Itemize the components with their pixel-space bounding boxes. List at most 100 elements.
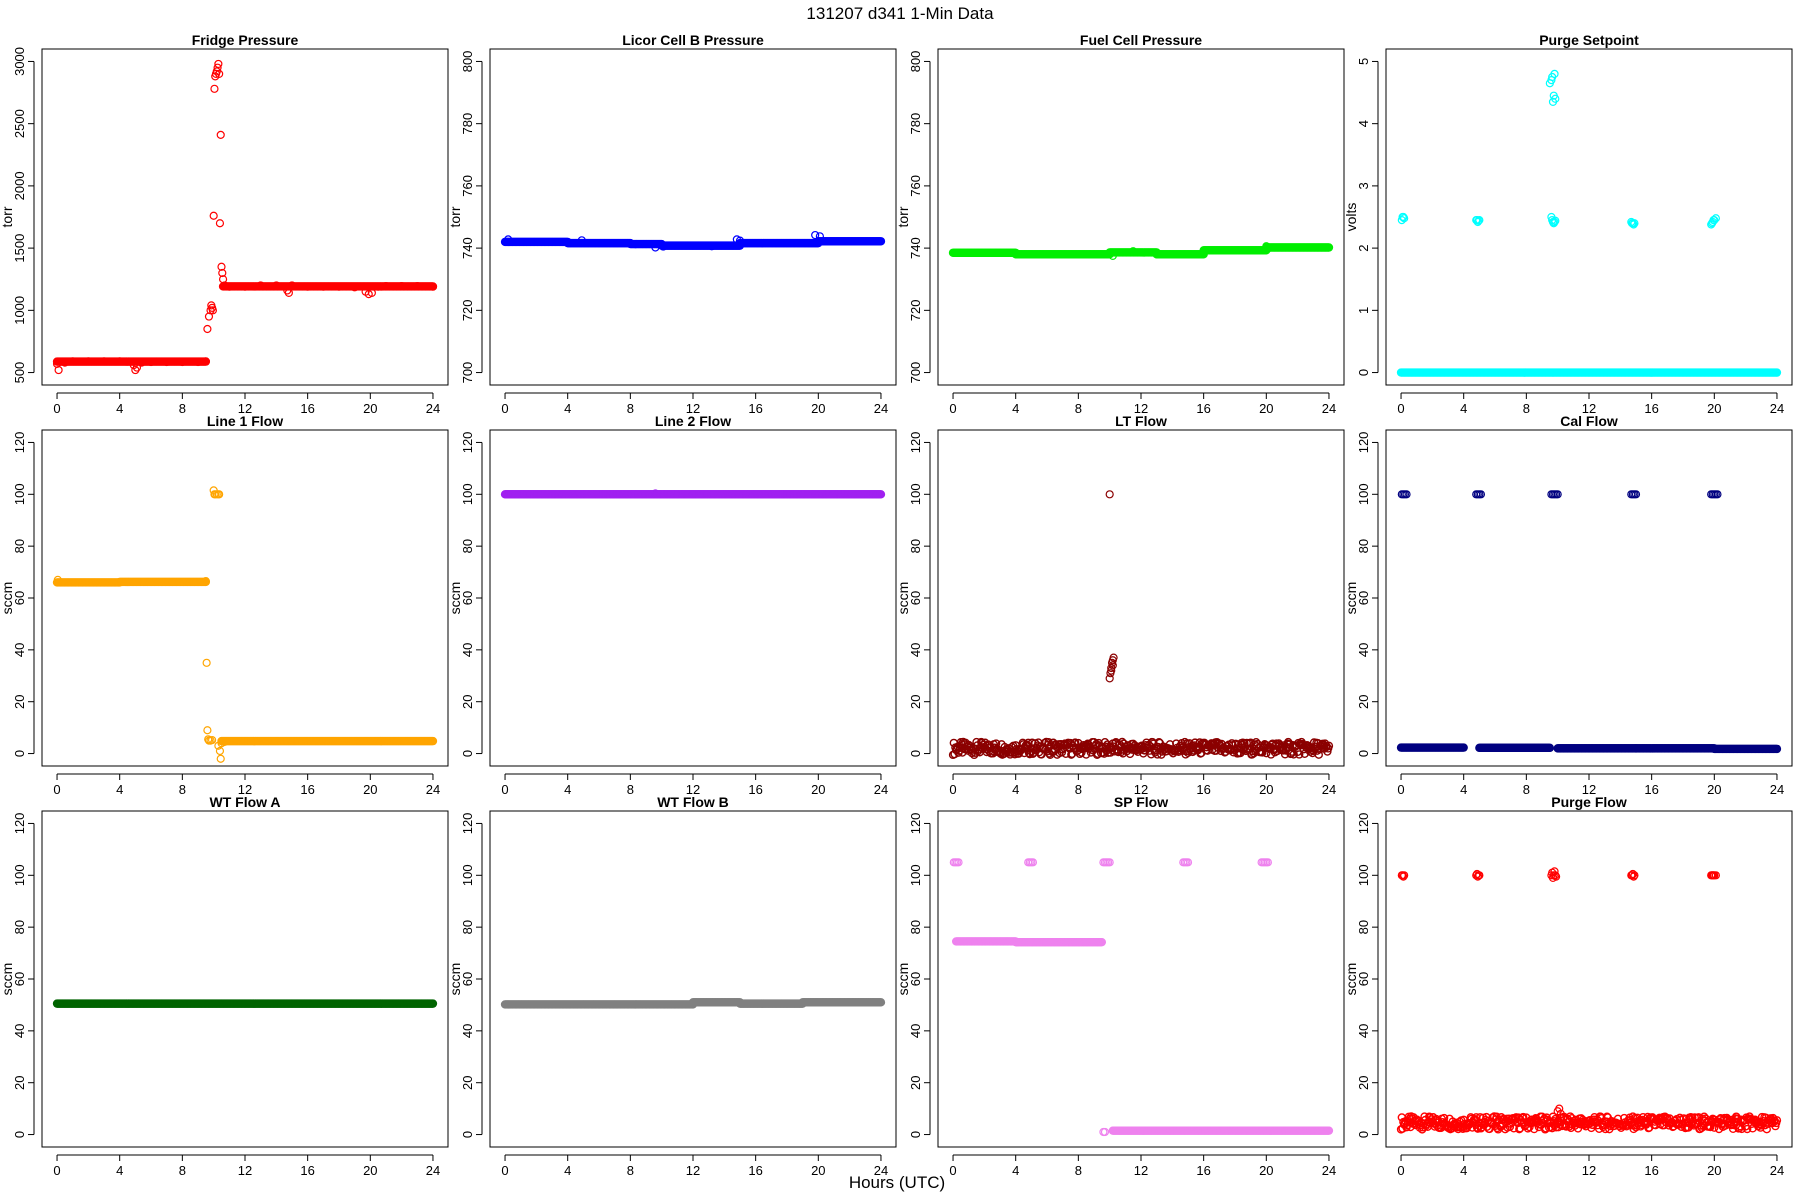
- data-point: [1324, 741, 1334, 751]
- y-axis-label: sccm: [0, 963, 15, 996]
- x-tick-label: 0: [949, 782, 956, 797]
- x-tick-label: 16: [1196, 782, 1210, 797]
- y-tick-label: 60: [12, 591, 27, 605]
- chart-title: Fuel Cell Pressure: [1080, 32, 1202, 48]
- y-tick-label: 3000: [12, 47, 27, 76]
- data-point: [1551, 216, 1560, 225]
- data-point: [137, 358, 146, 367]
- x-tick-label: 0: [53, 1163, 60, 1178]
- plot-frame: [489, 48, 897, 386]
- y-tick-label: 720: [908, 299, 923, 321]
- data-point: [303, 282, 312, 291]
- y-tick-label: 80: [908, 539, 923, 553]
- data-point: [334, 282, 344, 291]
- x-tick-label: 4: [564, 782, 571, 797]
- x-tick-label: 8: [1523, 401, 1530, 416]
- data-point: [735, 236, 745, 245]
- data-layer: [500, 230, 886, 252]
- x-tick-label: 4: [116, 1163, 123, 1178]
- data-point: [1710, 216, 1719, 225]
- data-point: [1105, 674, 1114, 683]
- data-point: [367, 288, 376, 298]
- data-point: [217, 262, 226, 271]
- x-tick-label: 20: [363, 401, 377, 416]
- data-point: [220, 737, 229, 746]
- y-tick-label: 120: [1356, 432, 1371, 454]
- y-tick-label: 100: [12, 483, 27, 505]
- data-point: [428, 736, 438, 746]
- data-point: [651, 243, 660, 252]
- plot-frame: [489, 810, 897, 1148]
- y-tick-label: 500: [12, 362, 27, 384]
- y-tick-label: 3: [1356, 182, 1371, 189]
- y-tick-label: 2: [1356, 244, 1371, 251]
- figure-title: 131207 d341 1-Min Data: [806, 4, 994, 23]
- y-tick-label: 780: [908, 113, 923, 135]
- x-tick-label: 16: [300, 401, 314, 416]
- x-tick-label: 20: [811, 401, 825, 416]
- y-tick-label: 100: [12, 864, 27, 886]
- data-point: [1550, 217, 1559, 227]
- data-point: [1105, 490, 1114, 499]
- data-point: [381, 281, 391, 291]
- x-tick-label: 4: [1460, 401, 1467, 416]
- y-tick-label: 60: [12, 972, 27, 986]
- data-point: [1109, 653, 1118, 662]
- data-point: [413, 281, 422, 291]
- data-point: [1630, 219, 1639, 228]
- y-axis-label: torr: [447, 206, 463, 227]
- x-tick-label: 0: [501, 1163, 508, 1178]
- data-point: [428, 282, 438, 291]
- y-tick-label: 80: [12, 539, 27, 553]
- data-point: [876, 490, 886, 499]
- y-tick-label: 760: [460, 175, 475, 197]
- x-tick-label: 24: [1770, 401, 1784, 416]
- x-tick-label: 20: [1707, 401, 1721, 416]
- data-point: [577, 236, 586, 245]
- data-point: [1459, 743, 1468, 752]
- y-tick-label: 0: [908, 750, 923, 757]
- y-tick-label: 0: [460, 1131, 475, 1138]
- chart-title: LT Flow: [1115, 413, 1167, 429]
- data-point: [203, 726, 212, 735]
- data-point: [1400, 214, 1409, 223]
- x-tick-label: 20: [1259, 401, 1273, 416]
- y-tick-label: 1000: [12, 296, 27, 325]
- x-tick-label: 20: [363, 782, 377, 797]
- y-tick-label: 80: [460, 920, 475, 934]
- x-tick-label: 8: [627, 782, 634, 797]
- data-point: [1324, 243, 1334, 252]
- y-tick-label: 120: [460, 813, 475, 835]
- data-point: [1553, 490, 1562, 499]
- data-point: [214, 59, 223, 69]
- data-point: [1399, 212, 1408, 222]
- data-point: [1475, 216, 1484, 225]
- y-tick-label: 780: [460, 113, 475, 135]
- data-point: [1100, 738, 1110, 747]
- data-point: [1547, 76, 1556, 85]
- y-tick-label: 760: [908, 175, 923, 197]
- data-point: [256, 281, 265, 290]
- data-point: [1129, 247, 1138, 256]
- data-point: [1629, 220, 1638, 229]
- y-tick-label: 800: [460, 51, 475, 73]
- plot-frame: [489, 429, 897, 767]
- data-point: [216, 754, 225, 763]
- y-tick-label: 740: [460, 237, 475, 259]
- x-tick-label: 4: [564, 401, 571, 416]
- data-point: [60, 358, 69, 367]
- x-tick-label: 16: [1644, 782, 1658, 797]
- x-tick-label: 12: [1582, 401, 1596, 416]
- y-tick-label: 80: [1356, 539, 1371, 553]
- x-tick-label: 24: [426, 782, 440, 797]
- data-point: [1295, 750, 1304, 759]
- data-point: [504, 235, 513, 244]
- x-tick-label: 0: [501, 401, 508, 416]
- y-tick-label: 60: [460, 591, 475, 605]
- y-axis-label: sccm: [447, 963, 463, 996]
- y-axis-label: sccm: [1343, 582, 1359, 615]
- data-point: [272, 281, 281, 290]
